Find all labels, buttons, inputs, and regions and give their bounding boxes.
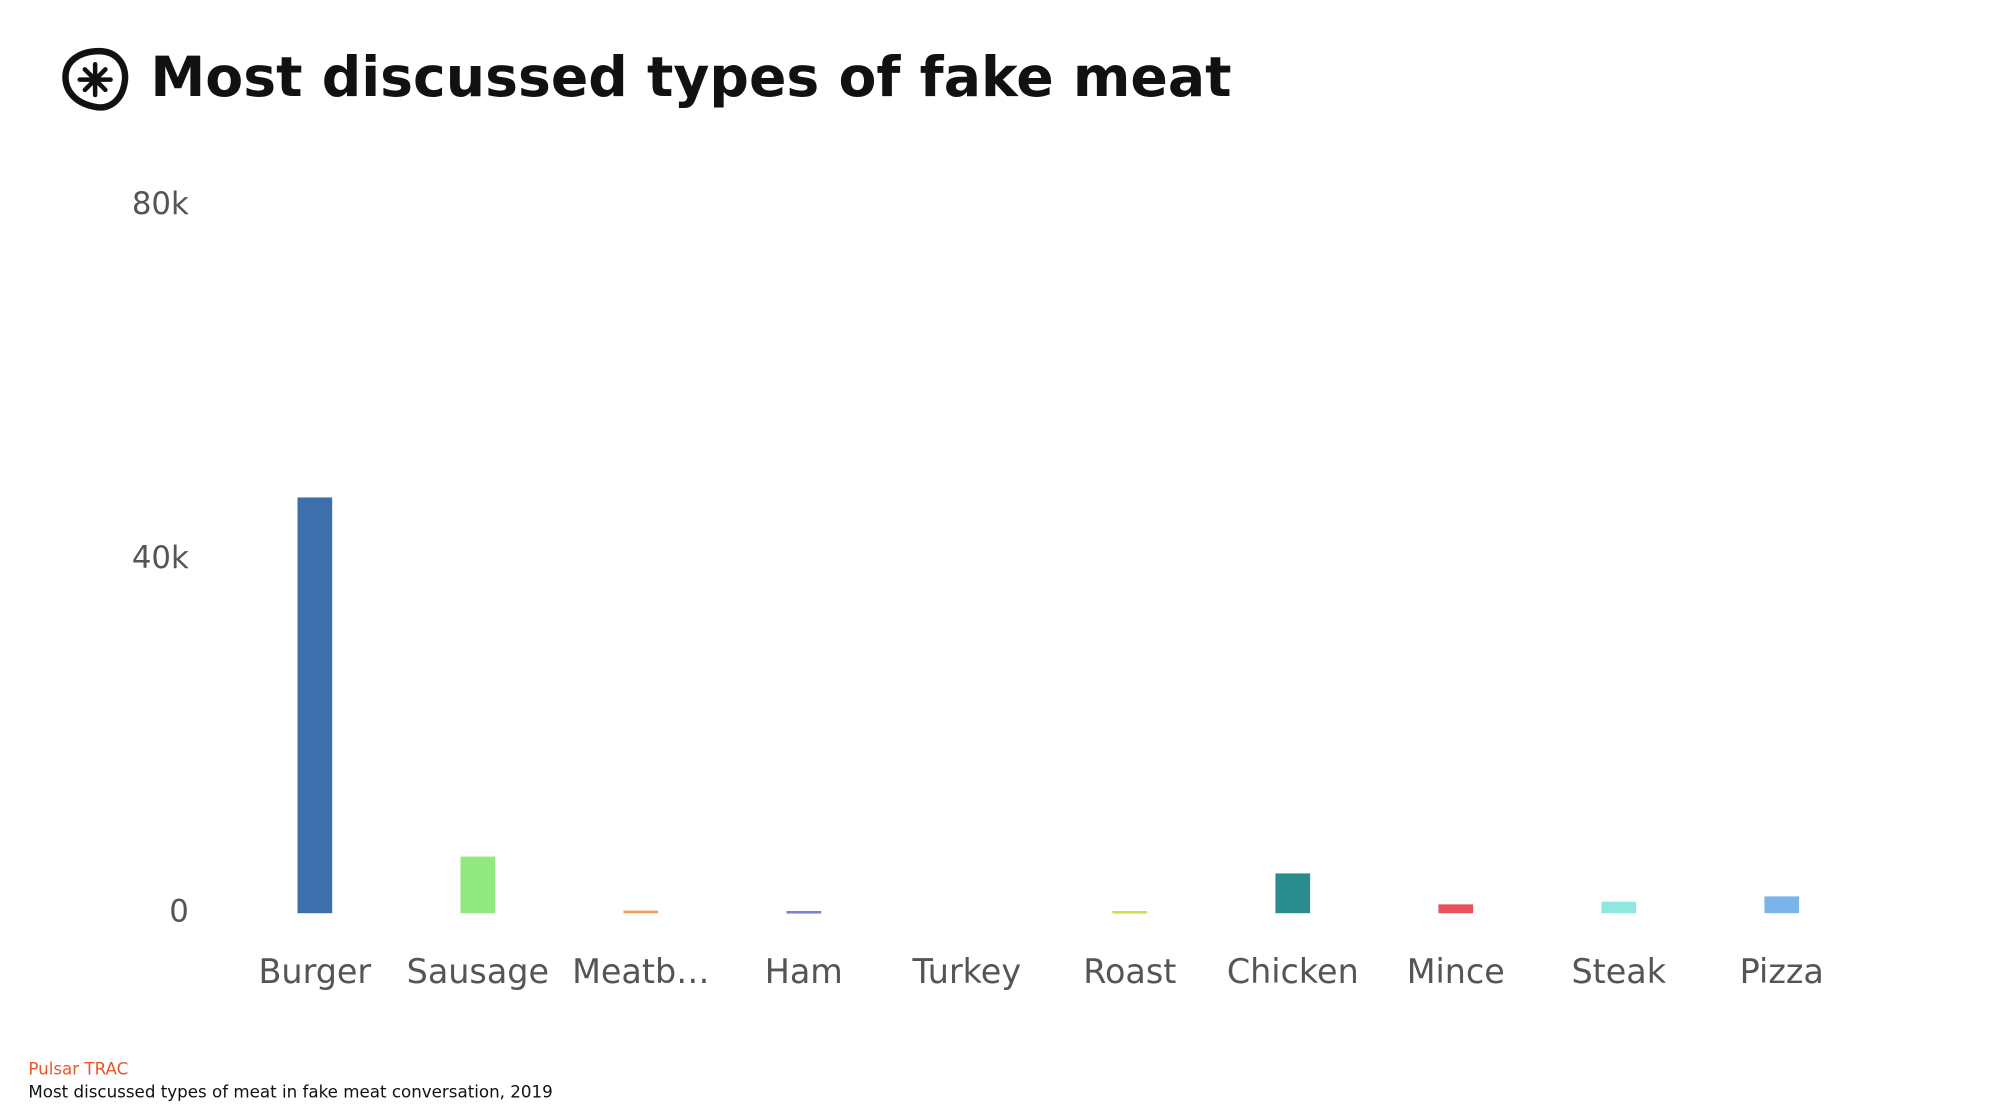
y-tick-label: 80k (132, 186, 189, 222)
bar (1601, 901, 1637, 914)
x-tick-label: Roast (1083, 952, 1176, 991)
bar (1764, 896, 1800, 914)
bar (1112, 910, 1148, 914)
x-tick-label: Meatb… (572, 952, 709, 991)
bar (623, 910, 659, 914)
caption: Most discussed types of meat in fake mea… (28, 1083, 552, 1102)
bar (297, 497, 333, 914)
bar (460, 856, 496, 914)
x-tick-label: Turkey (911, 952, 1021, 991)
bar (1438, 904, 1474, 914)
chart-title: Most discussed types of fake meat (150, 46, 1231, 110)
bar (1275, 873, 1311, 914)
logo (62, 48, 129, 111)
x-tick-label: Burger (259, 952, 372, 991)
y-tick-label: 40k (132, 540, 189, 576)
x-tick-label: Chicken (1227, 952, 1359, 991)
x-tick-label: Ham (765, 952, 843, 991)
x-tick-label: Sausage (407, 952, 549, 991)
x-tick-label: Pizza (1740, 952, 1824, 991)
bar (786, 910, 822, 914)
y-tick-label: 0 (169, 894, 189, 930)
x-tick-label: Steak (1571, 952, 1666, 991)
source: Pulsar TRAC (28, 1059, 128, 1078)
x-tick-label: Mince (1407, 952, 1505, 991)
